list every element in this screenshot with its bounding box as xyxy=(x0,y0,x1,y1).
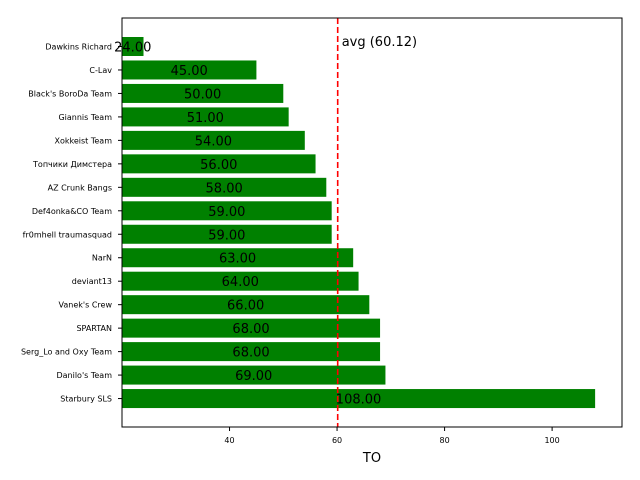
y-tick-label: Starbury SLS xyxy=(60,395,112,404)
bar xyxy=(122,177,327,197)
bar xyxy=(122,318,381,338)
bar xyxy=(122,248,354,268)
bar-value-label: 56.00 xyxy=(200,158,237,173)
value-labels-layer: 24.00 45.00 50.00 51.00 54.00 56.00 58.00 59.00… xyxy=(114,41,381,408)
bar-value-label: 51.00 xyxy=(187,111,224,126)
bar-value-label: 59.00 xyxy=(208,205,245,220)
bar-value-label: 59.00 xyxy=(208,228,245,243)
bar-value-label: 64.00 xyxy=(222,275,259,290)
bar xyxy=(122,37,144,56)
bar xyxy=(122,130,305,150)
x-tick-label: 80 xyxy=(439,436,449,445)
bar xyxy=(122,342,381,362)
y-tick-label: Serg_Lo and Oxy Team xyxy=(21,348,112,357)
bar xyxy=(122,224,332,244)
y-tick-label: Giannis Team xyxy=(58,113,112,122)
y-tick-label: Dawkins Richard xyxy=(45,43,112,52)
bar xyxy=(122,389,596,409)
bar-value-label: 54.00 xyxy=(195,134,232,149)
y-tick-label: fr0mhell traumasquad xyxy=(23,230,112,239)
y-tick-label: Xokkeist Team xyxy=(55,136,113,145)
bar-value-label: 58.00 xyxy=(206,181,243,196)
bar xyxy=(122,154,316,174)
bar xyxy=(122,365,386,385)
y-tick-label: Def4onka&CO Team xyxy=(32,207,112,216)
bar-value-label: 69.00 xyxy=(235,369,272,384)
bar-value-label: 66.00 xyxy=(227,299,264,314)
y-tick-label: deviant13 xyxy=(72,277,112,286)
bar xyxy=(122,271,359,291)
y-tick-label: Vanek's Crew xyxy=(59,301,113,310)
x-tick-label: 40 xyxy=(224,436,234,445)
bar xyxy=(122,201,332,221)
bar-value-label: 50.00 xyxy=(184,87,221,102)
bar-value-label: 45.00 xyxy=(171,64,208,79)
bar-value-label: 108.00 xyxy=(336,393,382,408)
bars-layer xyxy=(122,37,596,409)
bar-value-label: 68.00 xyxy=(232,346,269,361)
bar-value-label: 24.00 xyxy=(114,41,151,56)
plot-frame xyxy=(121,17,623,428)
bar-value-label: 68.00 xyxy=(232,322,269,337)
y-tick-label: C-Lav xyxy=(89,66,112,75)
average-layer: avg (60.12) xyxy=(336,18,417,427)
x-tick-label: 100 xyxy=(544,436,559,445)
y-tick-label: Топчики Димстера xyxy=(32,160,112,169)
axes-layer: Dawkins Richard C-Lav Black's BoroDa Team G… xyxy=(21,17,623,445)
bar xyxy=(122,83,284,103)
y-tick-label: SPARTAN xyxy=(76,324,112,333)
y-tick-label: NarN xyxy=(92,254,112,263)
bar xyxy=(122,107,289,127)
bar xyxy=(122,295,370,315)
y-tick-label: Danilo's Team xyxy=(56,371,112,380)
x-tick-label: 60 xyxy=(332,436,342,445)
bar-value-label: 63.00 xyxy=(219,252,256,267)
y-tick-label: Black's BoroDa Team xyxy=(28,89,112,98)
y-tick-label: AZ Crunk Bangs xyxy=(48,183,112,192)
average-label: avg (60.12) xyxy=(342,35,417,50)
bar xyxy=(122,60,257,80)
x-axis-label: TO xyxy=(362,451,381,466)
